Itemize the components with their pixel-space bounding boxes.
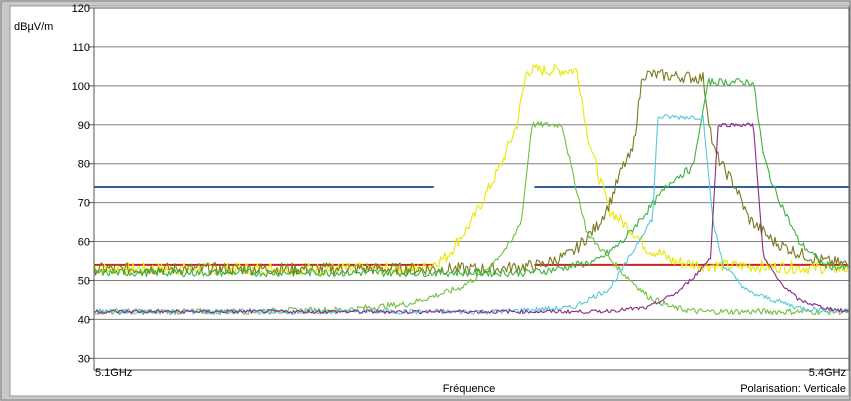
y-tick-label: 80	[78, 159, 90, 171]
chart-panel	[9, 5, 850, 397]
series-line-4	[93, 77, 849, 278]
series-line-3	[93, 121, 849, 316]
y-tick-label: 50	[78, 275, 90, 287]
plot-area	[93, 7, 850, 371]
series-line-2	[93, 69, 849, 276]
y-tick-label: 30	[78, 353, 90, 365]
series-line-1	[93, 63, 850, 276]
limit-lines	[94, 186, 849, 266]
y-tick-label: 60	[78, 237, 90, 249]
y-tick-label: 70	[78, 198, 90, 210]
y-axis-labels: 30 40 50 60 70 80 90 100 110 120	[72, 3, 90, 365]
polarisation-note: Polarisation: Verticale	[740, 383, 846, 395]
series-line-5	[93, 113, 850, 315]
x-tick-label-start: 5.1GHz	[95, 367, 132, 379]
x-axis-label: Fréquence	[443, 383, 496, 395]
y-axis-label: dBµV/m	[14, 21, 53, 33]
y-tick-label: 90	[78, 120, 90, 132]
y-tick-label: 100	[72, 81, 90, 93]
x-tick-label-end: 5.4GHz	[809, 367, 846, 379]
grid	[88, 7, 849, 359]
series-layer	[93, 63, 850, 316]
y-tick-label: 120	[72, 3, 90, 15]
series-line-6	[93, 122, 849, 315]
y-tick-label: 40	[78, 314, 90, 326]
y-tick-label: 110	[72, 42, 90, 54]
